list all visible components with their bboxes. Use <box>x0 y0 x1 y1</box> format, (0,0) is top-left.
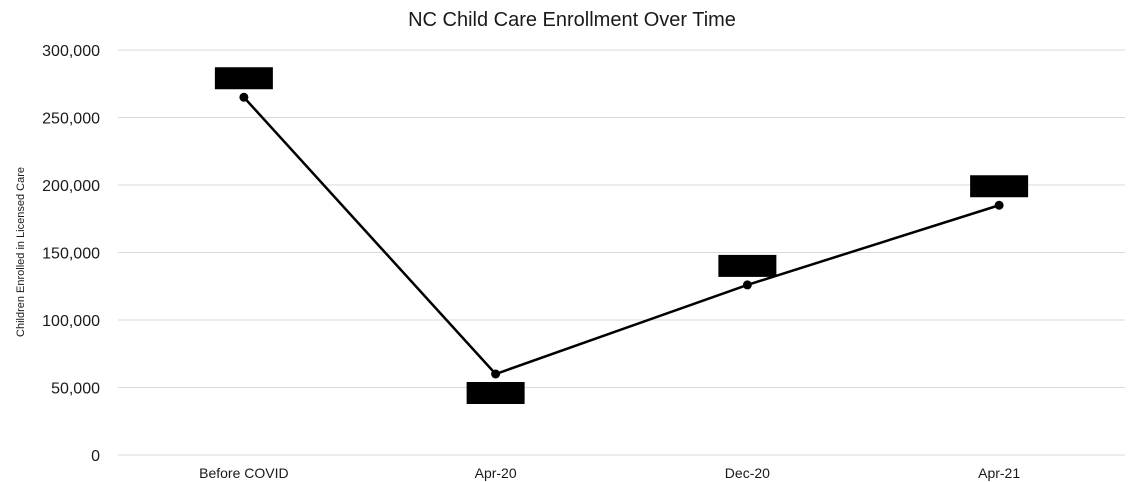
gridlines <box>118 50 1125 455</box>
y-tick-label: 200,000 <box>42 178 100 195</box>
y-axis-label: Children Enrolled in Licensed Care <box>15 167 27 337</box>
x-tick-label: Apr-20 <box>475 465 517 481</box>
y-axis-ticks: 0 50,000 100,000 150,000 200,000 250,000 300,0… <box>42 43 100 465</box>
chart-title: NC Child Care Enrollment Over Time <box>408 9 736 31</box>
x-axis-ticks: Before COVID Apr-20 Dec-20 Apr-21 <box>199 465 1020 481</box>
data-label-redacted <box>215 67 273 89</box>
series <box>239 93 1003 379</box>
x-tick-label: Before COVID <box>199 465 288 481</box>
y-tick-label: 250,000 <box>42 111 100 128</box>
x-tick-label: Apr-21 <box>978 465 1020 481</box>
y-tick-label: 0 <box>91 448 100 465</box>
data-point <box>743 280 752 289</box>
data-label-redacted <box>467 382 525 404</box>
series-line <box>244 97 999 374</box>
y-tick-label: 300,000 <box>42 43 100 60</box>
data-label-redacted <box>718 255 776 277</box>
data-point <box>995 201 1004 210</box>
data-point <box>239 93 248 102</box>
y-tick-label: 50,000 <box>51 381 100 398</box>
x-tick-label: Dec-20 <box>725 465 770 481</box>
data-label-redacted <box>970 175 1028 197</box>
data-point <box>491 370 500 379</box>
y-tick-label: 100,000 <box>42 313 100 330</box>
y-tick-label: 150,000 <box>42 246 100 263</box>
